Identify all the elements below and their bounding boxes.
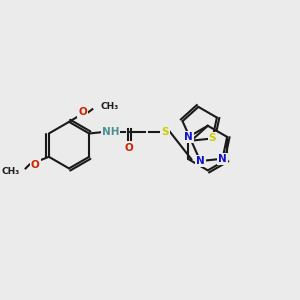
Text: CH₃: CH₃: [100, 102, 118, 111]
Text: S: S: [209, 134, 216, 143]
Text: S: S: [209, 134, 216, 143]
Text: CH₃: CH₃: [2, 167, 20, 176]
Text: NH: NH: [102, 127, 119, 136]
Text: O: O: [31, 160, 40, 170]
Text: CH₃: CH₃: [100, 102, 118, 111]
Text: O: O: [124, 142, 134, 152]
Text: N: N: [184, 132, 193, 142]
Text: S: S: [161, 127, 169, 136]
Text: NH: NH: [102, 127, 119, 136]
Text: CH₃: CH₃: [2, 167, 20, 176]
Text: N: N: [196, 156, 205, 166]
Text: O: O: [31, 160, 40, 170]
Text: S: S: [161, 127, 169, 136]
Text: O: O: [78, 107, 87, 117]
Text: O: O: [124, 143, 134, 153]
Text: N: N: [218, 154, 227, 164]
Text: O: O: [78, 107, 87, 117]
